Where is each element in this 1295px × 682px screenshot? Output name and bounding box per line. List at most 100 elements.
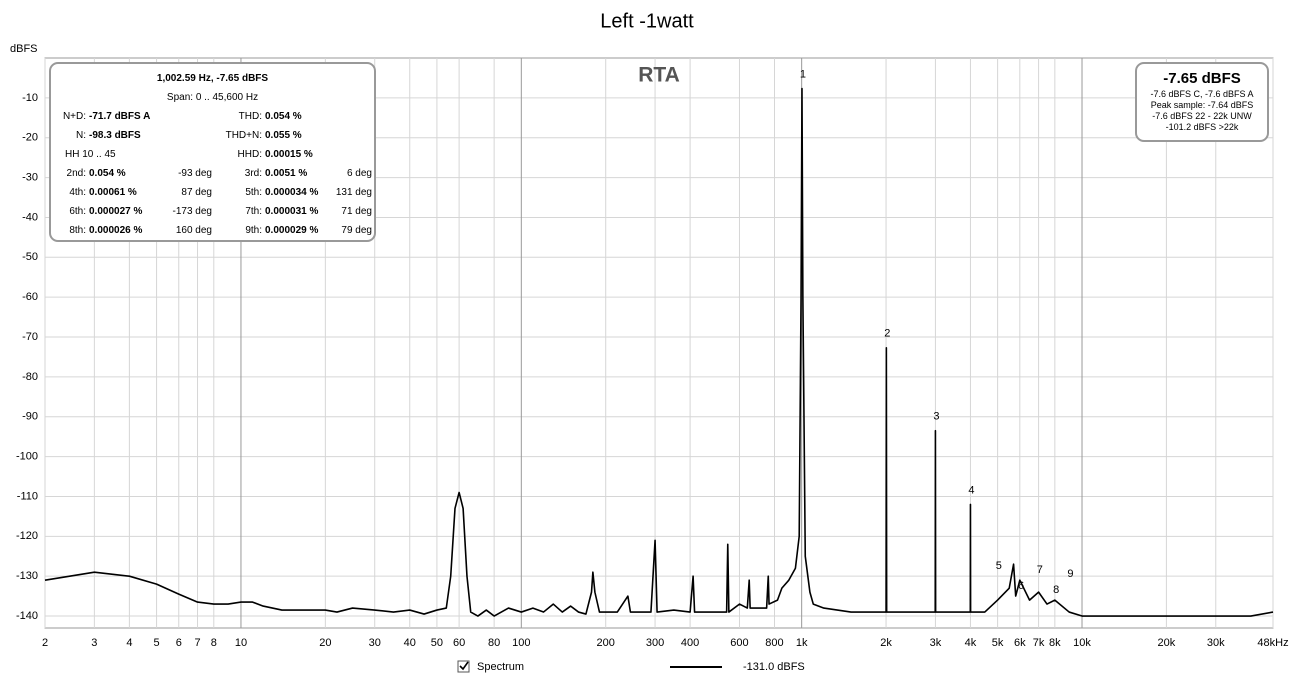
- y-tick-label: -130: [16, 570, 38, 582]
- harmonic-row: 6th: 0.000027 % -173 deg 7th: 0.000031 % 71 d…: [57, 202, 372, 221]
- watermark: RTA: [638, 64, 680, 87]
- x-tick-label: 4k: [965, 637, 977, 649]
- harmonic-label: 1: [800, 68, 806, 80]
- y-tick-label: -30: [22, 171, 38, 183]
- x-tick-label: 7k: [1033, 637, 1045, 649]
- info-line: 1,002.59 Hz, -7.65 dBFS: [156, 73, 269, 84]
- harmonic-order: 4th:: [69, 187, 86, 198]
- spacer: [161, 145, 215, 164]
- x-tick-label: 20k: [1158, 637, 1176, 649]
- y-tick-label: -10: [22, 92, 38, 104]
- summary-value: -71.7 dBFS A: [89, 111, 151, 122]
- info-line: Span: 0 .. 45,600 Hz: [166, 92, 259, 103]
- spacer: [161, 126, 215, 145]
- legend-value: -131.0 dBFS: [743, 661, 805, 673]
- summary-value: -98.3 dBFS: [89, 130, 141, 141]
- x-tick-label: 48kHz: [1257, 637, 1288, 649]
- y-axis-label: dBFS: [10, 43, 38, 55]
- y-tick-label: -20: [22, 132, 38, 144]
- y-tick-label: -120: [16, 530, 38, 542]
- y-tick-label: -80: [22, 371, 38, 383]
- spacer: [161, 107, 215, 126]
- harmonic-row: 4th: 0.00061 % 87 deg 5th: 0.000034 % 131 deg: [57, 183, 372, 202]
- x-tick-label: 5k: [992, 637, 1004, 649]
- summary-label: THD+N:: [225, 130, 262, 141]
- x-tick-label: 100: [512, 637, 530, 649]
- x-tick-label: 60: [453, 637, 465, 649]
- x-tick-label: 300: [646, 637, 664, 649]
- summary-value: 0.054 %: [265, 111, 302, 122]
- summary-row: HH 10 .. 45 HHD: 0.00015 %: [57, 145, 368, 164]
- x-tick-label: 3: [91, 637, 97, 649]
- y-tick-label: -100: [16, 451, 38, 463]
- x-tick-label: 7: [194, 637, 200, 649]
- level-line: -101.2 dBFS >22k: [1165, 122, 1239, 132]
- harmonic-level: 0.00061 %: [89, 187, 137, 198]
- check-mark: [459, 661, 469, 671]
- x-tick-label: 8k: [1049, 637, 1061, 649]
- x-tick-label: 10: [235, 637, 247, 649]
- summary-label: HH 10 .. 45: [65, 149, 116, 160]
- x-tick-label: 5: [154, 637, 160, 649]
- harmonic-label: 8: [1053, 584, 1059, 596]
- summary-label: N:: [76, 130, 86, 141]
- harmonic-phase: -173 deg: [172, 206, 212, 217]
- level-line: -7.6 dBFS 22 - 22k UNW: [1152, 111, 1252, 121]
- x-tick-label: 3k: [930, 637, 942, 649]
- x-tick-label: 2: [42, 637, 48, 649]
- spectrum-line: [44, 87, 1274, 617]
- harmonic-level: 0.0051 %: [265, 168, 308, 179]
- x-tick-label: 200: [597, 637, 615, 649]
- summary-row: N: -98.3 dBFS THD+N: 0.055 %: [57, 126, 368, 145]
- summary-label: HHD:: [237, 149, 262, 160]
- summary-label: N+D:: [62, 111, 86, 122]
- y-tick-label: -90: [22, 411, 38, 423]
- x-tick-label: 6k: [1014, 637, 1026, 649]
- x-tick-label: 30: [369, 637, 381, 649]
- x-tick-label: 80: [488, 637, 500, 649]
- harmonic-phase: 160 deg: [175, 225, 212, 236]
- harmonic-label: 7: [1037, 564, 1043, 576]
- harmonic-phase: 131 deg: [335, 187, 372, 198]
- harmonic-label: 6: [1018, 580, 1024, 592]
- y-tick-label: -140: [16, 610, 38, 622]
- harmonic-order: 3rd:: [244, 168, 262, 179]
- chart-title: Left -1watt: [600, 10, 694, 32]
- harmonic-label: 3: [933, 411, 939, 423]
- x-tick-label: 6: [176, 637, 182, 649]
- harmonic-phase: 87 deg: [181, 187, 212, 198]
- harmonic-level: 0.000027 %: [89, 206, 143, 217]
- level-line: Peak sample: -7.64 dBFS: [1150, 100, 1254, 110]
- legend: Spectrum -131.0 dBFS: [457, 660, 805, 673]
- y-tick-label: -70: [22, 331, 38, 343]
- level-value: -7.65 dBFS: [1163, 70, 1241, 87]
- harmonic-order: 8th:: [69, 225, 86, 236]
- harmonic-label: 5: [996, 560, 1002, 572]
- summary-value: 0.055 %: [265, 130, 302, 141]
- y-tick-label: -50: [22, 251, 38, 263]
- x-tick-label: 10k: [1073, 637, 1091, 649]
- level-panel: -7.65 dBFS -7.6 dBFS C, -7.6 dBFS A Peak s…: [1135, 62, 1269, 142]
- x-tick-label: 20: [319, 637, 331, 649]
- x-tick-label: 50: [431, 637, 443, 649]
- harmonic-level: 0.000026 %: [89, 225, 143, 236]
- harmonic-label: 4: [968, 484, 974, 496]
- x-tick-label: 1k: [796, 637, 808, 649]
- x-tick-label: 600: [730, 637, 748, 649]
- harmonic-level: 0.054 %: [89, 168, 126, 179]
- harmonic-order: 9th:: [245, 225, 262, 236]
- harmonic-phase: 6 deg: [346, 168, 372, 179]
- x-tick-label: 30k: [1207, 637, 1225, 649]
- x-tick-label: 8: [211, 637, 217, 649]
- checkbox[interactable]: [457, 660, 470, 673]
- summary-row: N+D: -71.7 dBFS A THD: 0.054 %: [57, 107, 368, 126]
- x-tick-label: 800: [765, 637, 783, 649]
- summary-value: 0.00015 %: [265, 149, 313, 160]
- x-tick-label: 2k: [880, 637, 892, 649]
- legend-label[interactable]: Spectrum: [477, 661, 524, 673]
- x-tick-label: 400: [681, 637, 699, 649]
- x-tick-label: 40: [404, 637, 416, 649]
- summary-label: THD:: [238, 111, 262, 122]
- harmonic-label: 9: [1067, 568, 1073, 580]
